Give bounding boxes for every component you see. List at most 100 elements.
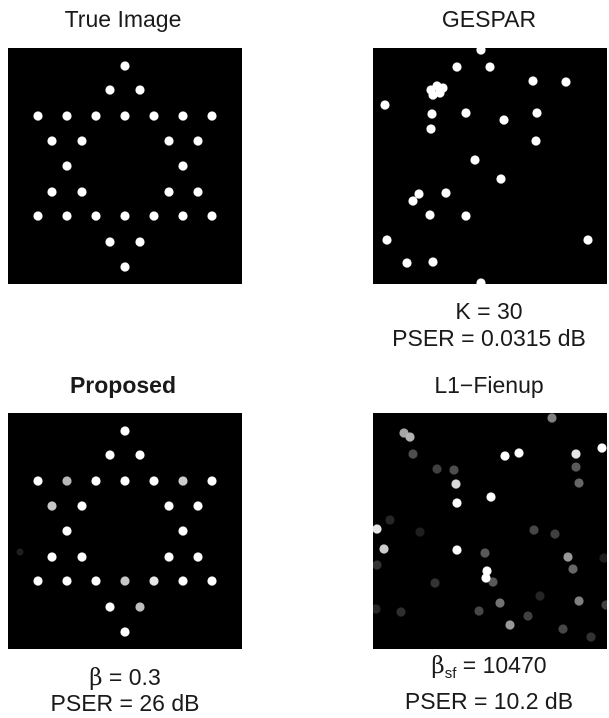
gespar-dot <box>428 257 438 267</box>
proposed-dot <box>120 426 130 436</box>
gespar-dot <box>402 258 412 268</box>
beta-sf-subscript: sf <box>444 665 457 682</box>
gespar-dot <box>528 76 538 86</box>
gespar-dot <box>461 108 471 118</box>
l1-fienup-dot <box>597 443 607 453</box>
gespar-dot <box>531 136 541 146</box>
gespar-dot <box>426 124 436 134</box>
l1-fienup-dot <box>486 492 496 502</box>
true-image-dot <box>105 237 115 247</box>
true-image-dot <box>164 136 174 146</box>
true-image-dot <box>149 111 159 121</box>
proposed-dot <box>178 576 188 586</box>
true-image-dot <box>33 211 43 221</box>
proposed-dot <box>193 552 203 562</box>
proposed-pser-caption: PSER = 26 dB <box>50 690 200 716</box>
true-image-dots <box>33 61 217 272</box>
l1-fienup-dot <box>451 479 461 489</box>
l1-fienup-dot <box>535 591 545 601</box>
proposed-beta-value: = 0.3 <box>102 664 161 690</box>
gespar-dot <box>427 109 437 119</box>
true-image-dot <box>178 111 188 121</box>
l1-fienup-dot <box>480 548 490 558</box>
proposed-dot <box>120 627 130 637</box>
gespar-dots <box>380 48 593 284</box>
l1-fienup-dot <box>586 632 596 642</box>
true-image-dot <box>193 136 203 146</box>
proposed-dot <box>91 576 101 586</box>
l1-fienup-dot <box>432 464 442 474</box>
proposed-dots <box>16 426 217 637</box>
true-image-dot <box>120 111 130 121</box>
l1-fienup-beta-value: = 10470 <box>456 652 547 678</box>
l1-fienup-dot <box>481 573 491 583</box>
l1-fienup-dot <box>558 624 568 634</box>
l1-fienup-dot <box>482 566 492 576</box>
l1-fienup-dot <box>405 432 415 442</box>
gespar-dot <box>476 278 486 284</box>
gespar-dot <box>461 211 471 221</box>
true-image-dot <box>77 187 87 197</box>
l1-fienup-dot <box>408 449 418 459</box>
l1-fienup-dot <box>495 598 505 608</box>
l1-fienup-dot <box>396 607 406 617</box>
true-image-dot <box>47 136 57 146</box>
l1-fienup-dot <box>373 560 382 570</box>
true-image-dot <box>120 211 130 221</box>
proposed-beta-caption: β = 0.3 <box>0 664 255 692</box>
true-image-dot <box>193 187 203 197</box>
l1-fienup-dot <box>550 529 560 539</box>
proposed-dot <box>207 576 217 586</box>
gespar-dot <box>476 48 486 55</box>
proposed-dot <box>135 450 145 460</box>
gespar-dot <box>414 189 424 199</box>
gespar-dot <box>496 174 506 184</box>
gespar-dot <box>452 62 462 72</box>
l1-fienup-dot <box>505 620 515 630</box>
l1-fienup-dot <box>373 604 381 614</box>
true-image-dot <box>91 211 101 221</box>
proposed-dot <box>33 576 43 586</box>
l1-fienup-dot <box>500 451 510 461</box>
proposed-dot <box>105 602 115 612</box>
true-image-dot <box>105 85 115 95</box>
proposed-dot <box>207 476 217 486</box>
true-image-panel <box>8 48 242 284</box>
l1-fienup-dot <box>449 465 459 475</box>
proposed-dot <box>77 552 87 562</box>
true-image-dot <box>120 262 130 272</box>
true-image-dot <box>149 211 159 221</box>
true-image-dot <box>91 111 101 121</box>
gespar-dot <box>441 188 451 198</box>
true-image-dot <box>120 61 130 71</box>
true-image-dot <box>47 187 57 197</box>
proposed-dot <box>149 476 159 486</box>
l1-fienup-dot <box>452 545 462 555</box>
proposed-dot <box>105 450 115 460</box>
gespar-panel <box>373 48 607 284</box>
gespar-pser-caption: PSER = 0.0315 dB <box>392 325 586 351</box>
l1-fienup-dot <box>415 527 425 537</box>
l1-fienup-dot <box>601 600 607 610</box>
proposed-dot <box>193 501 203 511</box>
gespar-dot <box>561 77 571 87</box>
l1-fienup-dot <box>452 498 462 508</box>
true-image-dot <box>207 111 217 121</box>
l1-fienup-beta-caption: βsf = 10470 <box>359 652 609 682</box>
l1-fienup-dot <box>571 449 581 459</box>
l1-fienup-pser-caption: PSER = 10.2 dB <box>404 688 574 714</box>
gespar-dot <box>485 62 495 72</box>
l1-fienup-dots <box>373 413 607 642</box>
l1-fienup-dot <box>523 611 533 621</box>
gespar-dot <box>583 235 593 245</box>
l1-fienup-panel <box>373 413 607 649</box>
l1-fienup-dot <box>385 515 395 525</box>
l1-fienup-dot <box>599 553 607 563</box>
l1-fienup-dot <box>430 578 440 588</box>
true-image-dot <box>178 161 188 171</box>
proposed-dot <box>120 576 130 586</box>
true-image-dot <box>135 237 145 247</box>
l1-fienup-dot <box>379 544 389 554</box>
proposed-dot <box>164 501 174 511</box>
l1-fienup-dot <box>547 413 557 423</box>
